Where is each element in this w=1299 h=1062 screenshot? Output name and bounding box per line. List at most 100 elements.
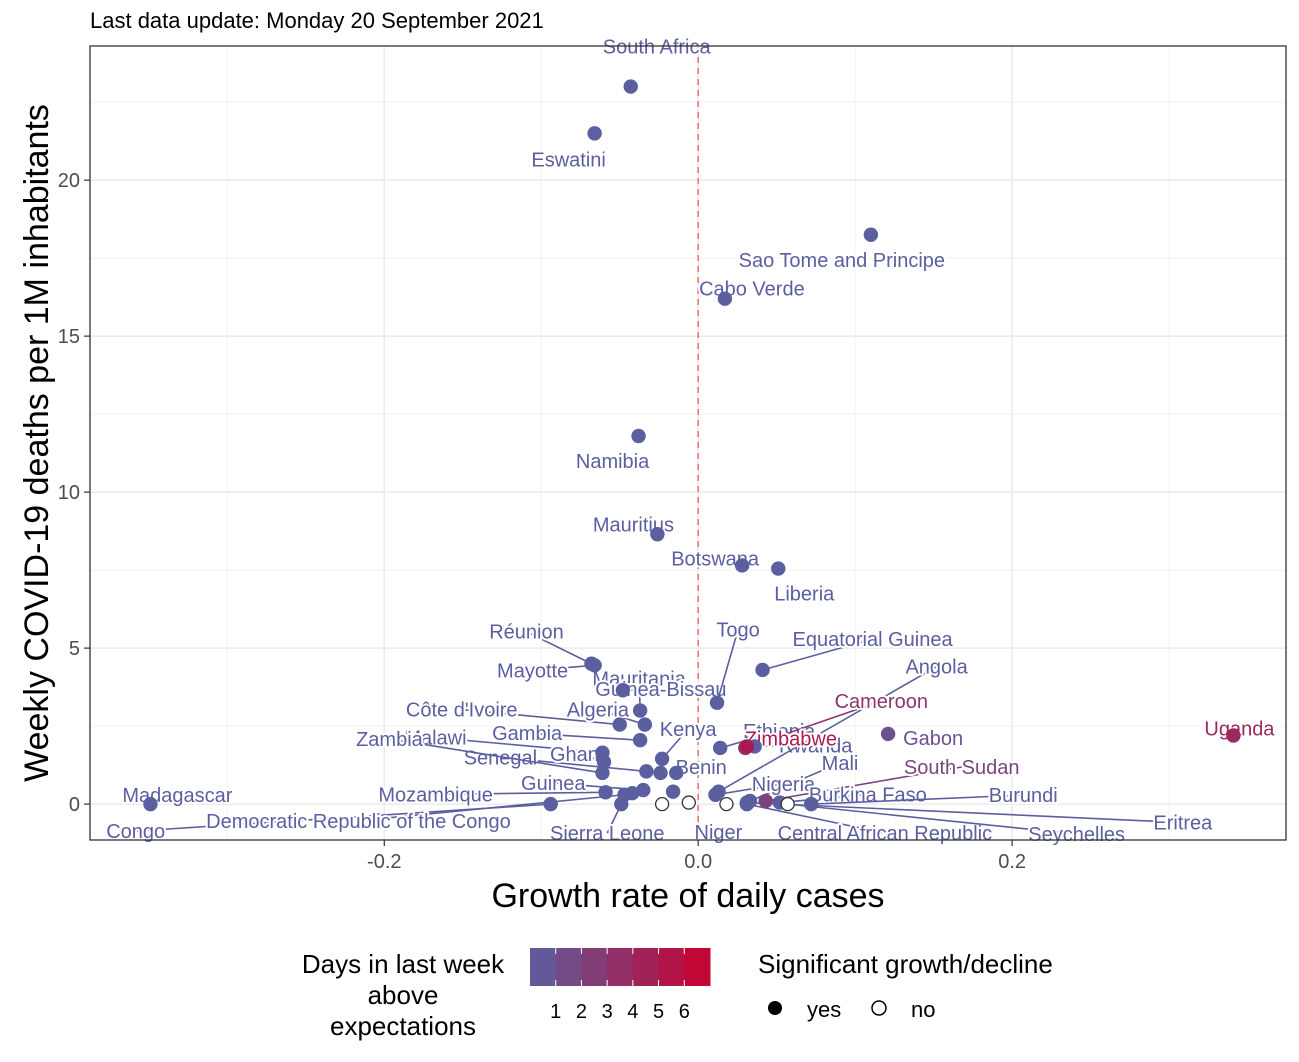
point-label: Congo: [106, 821, 165, 843]
point-label: Ethiopia: [743, 721, 816, 743]
x-axis-ticks: -0.2 0.0 0.2: [367, 840, 1026, 873]
data-point: [880, 726, 896, 742]
point-label: South Sudan: [904, 757, 1020, 779]
point-label-halo: Guinea: [521, 773, 586, 795]
colorbar-segment: [555, 948, 582, 986]
point-label-halo: Togo: [716, 620, 759, 642]
data-point: [143, 796, 158, 812]
label-leader-line: [716, 629, 739, 703]
colorbar-segment: [632, 948, 660, 986]
point-label: Liberia: [774, 584, 835, 606]
point-label: Burundi: [989, 785, 1058, 807]
data-point: [739, 795, 755, 810]
data-point-not-significant: [719, 796, 734, 812]
colorbar-segment: [530, 948, 557, 986]
point-label: Guinea: [521, 773, 586, 795]
label-leader-line: [746, 801, 1183, 824]
y-tick-label: 10: [58, 482, 80, 504]
point-label: Ghana: [550, 744, 611, 766]
label-leader-line: [435, 736, 603, 754]
point-label: Eswatini: [531, 149, 605, 171]
point-label: Central African Republic: [778, 823, 993, 845]
data-point-not-significant: [780, 796, 795, 812]
y-axis-ticks: 0 5 10 15 20: [58, 170, 90, 816]
point-label-halo: Benin: [676, 757, 727, 779]
label-leader-line: [526, 631, 592, 665]
point-label: Gabon: [903, 728, 963, 750]
point-label-halo: Réunion: [489, 622, 564, 644]
point-label-halo: Sierra Leone: [550, 823, 665, 845]
label-leader-line: [745, 700, 882, 749]
data-point: [639, 764, 654, 779]
point-label: Guinea-Bissau: [595, 679, 726, 701]
point-label-halo: Congo: [106, 821, 165, 843]
point-label: Cabo Verde: [699, 279, 805, 301]
point-label-halo: Eritrea: [1153, 813, 1213, 835]
data-point: [717, 291, 733, 306]
point-label-halo: Nigeria: [752, 774, 816, 796]
label-leader-line: [718, 665, 938, 793]
point-label: Seychelles: [1028, 824, 1125, 846]
colorbar-tick-label: 4: [627, 1001, 638, 1023]
point-label: Democratic Republic of the Congo: [206, 811, 511, 833]
legend-significant-growth-decline: Significant growth/decline yes no: [758, 949, 1053, 1022]
label-leader-line: [754, 744, 816, 748]
point-label: Angola: [905, 657, 968, 679]
point-label-halo: Côte d'Ivoire: [406, 700, 518, 722]
colorbar-segment: [658, 948, 685, 986]
point-label: Benin: [676, 757, 727, 779]
point-label: Zimbabwe: [745, 728, 837, 750]
point-label-halo: Democratic Republic of the Congo: [206, 811, 511, 833]
legend-shape-title: Significant growth/decline: [758, 949, 1053, 979]
legend-key-no-label: no: [911, 997, 935, 1022]
point-label-halo: Gabon: [903, 728, 963, 750]
label-leader-line: [762, 638, 873, 671]
point-label-halo: Mali: [822, 753, 859, 775]
colorbar-tick-label: 2: [576, 1001, 587, 1023]
point-label-halo: Malawi: [404, 728, 466, 750]
data-point: [631, 428, 646, 444]
point-label-halo: Cabo Verde: [699, 279, 805, 301]
point-label: Kenya: [660, 719, 718, 741]
data-point: [623, 79, 638, 94]
point-label-halo: South Sudan: [904, 757, 1020, 779]
label-leader-line: [597, 708, 646, 726]
label-leader-line: [389, 738, 603, 774]
point-label: South Africa: [603, 37, 712, 59]
point-label: Togo: [716, 620, 759, 642]
data-point: [669, 765, 684, 781]
data-point: [739, 739, 755, 754]
point-label-halo: Angola: [905, 657, 968, 679]
data-point: [708, 787, 723, 802]
data-point: [654, 751, 670, 767]
point-label: Réunion: [489, 622, 564, 644]
data-point: [1226, 728, 1241, 743]
data-point: [755, 662, 770, 678]
label-leader-line: [719, 730, 780, 749]
data-point: [712, 740, 728, 756]
point-label: Côte d'Ivoire: [406, 700, 518, 722]
label-leader-line: [746, 803, 886, 834]
point-label-halo: Namibia: [576, 451, 650, 473]
colorbar-segment: [684, 948, 711, 986]
data-point: [771, 561, 786, 576]
plot-background: [90, 46, 1286, 840]
point-label-halo: Niger: [695, 822, 743, 844]
x-tick-label: 0.2: [998, 851, 1026, 873]
point-label: Sao Tome and Principe: [739, 250, 945, 272]
data-point: [636, 782, 651, 798]
data-point: [665, 784, 681, 799]
label-leader-line: [461, 708, 620, 726]
point-label: Mozambique: [378, 784, 493, 806]
data-point: [632, 703, 648, 718]
data-point: [632, 732, 648, 748]
label-leader-line: [527, 732, 641, 741]
data-point: [614, 796, 629, 812]
y-axis-title: Weekly COVID-19 deaths per 1M inhabitant…: [18, 104, 56, 782]
point-label-halo: Gambia: [492, 723, 563, 745]
data-points: [143, 79, 1241, 812]
point-label-halo: Sao Tome and Principe: [739, 250, 945, 272]
point-label-halo: Rwanda: [779, 735, 853, 757]
